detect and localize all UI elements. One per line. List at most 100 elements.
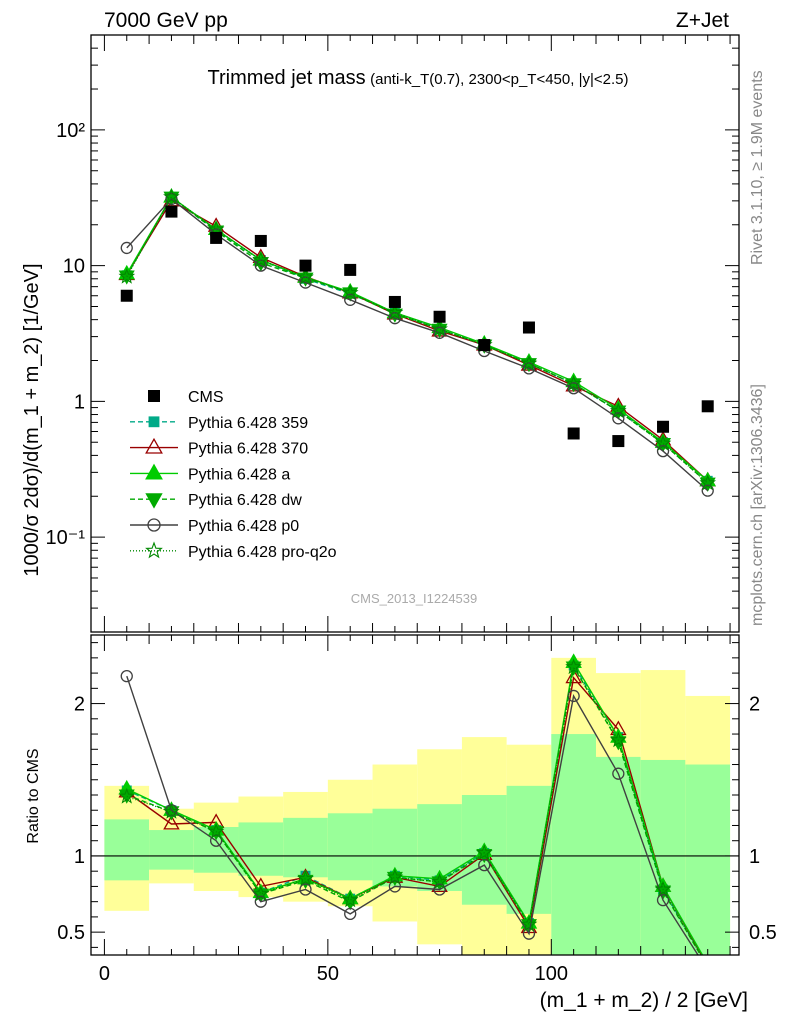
mc-point-4 [567, 382, 580, 395]
cms-data-point [299, 259, 312, 272]
mc-point-4 [522, 362, 536, 375]
cms-data-point [701, 400, 714, 413]
legend-marker-6 [145, 541, 163, 559]
ratio-ytick-label: 0.5 [57, 922, 85, 944]
ratio-line-3 [126, 665, 702, 955]
watermark: CMS_2013_I1224539 [351, 591, 478, 606]
mc-point-4 [433, 326, 446, 339]
mc-point-4 [120, 241, 133, 255]
main-ytick-label: 10⁻¹ [46, 527, 86, 549]
legend-label-4: Pythia 6.428 dw [188, 492, 302, 509]
legend-marker-3 [145, 463, 163, 480]
x-tick-label: 50 [317, 963, 339, 985]
ratio-panel: 0 50 100 0.5 0.5 1 1 2 2 [57, 634, 777, 985]
main-title-text: Trimmed jet mass [208, 67, 366, 89]
main-ytick-label: 1 [74, 391, 85, 413]
mcplots-label-group: mcplots.cern.ch [arXiv:1306.3436] [749, 384, 766, 626]
mc-point-4 [299, 276, 312, 289]
cms-data-point [254, 234, 267, 247]
mc-point-5 [386, 304, 404, 320]
legend-label-2: Pythia 6.428 370 [188, 441, 308, 458]
mc-point-5 [654, 434, 672, 451]
ratio-point-4 [433, 883, 446, 896]
mc-point-5 [699, 474, 717, 491]
ratio-ylabel-group: Ratio to CMS [25, 748, 42, 843]
x-tick-label: 0 [99, 963, 110, 985]
ratio-point-5 [207, 822, 225, 839]
legend: CMS Pythia 6.428 359 Pythia 6.428 370 Pythi… [130, 389, 337, 561]
ratio-line-2 [126, 660, 704, 955]
ratio-point-5 [520, 915, 538, 932]
ratio-point-5 [341, 891, 359, 908]
mc-point-5 [520, 354, 538, 371]
mc-point-5 [297, 268, 314, 285]
rivet-label-group: Rivet 3.1.10, ≥ 1.9M events [749, 70, 766, 265]
mc-point-5 [609, 402, 627, 418]
mc-line-3 [126, 196, 709, 484]
ratio-line-4 [126, 675, 699, 955]
ratio-point-5 [654, 880, 672, 897]
main-ylabel: 1000/σ 2dσ)/d(m_1 + m_2) [1/GeV] [21, 263, 43, 576]
cms-data-point [567, 427, 580, 440]
legend-marker-4 [145, 493, 163, 509]
ratio-point-4 [254, 895, 267, 908]
mc-line-4 [126, 197, 709, 492]
legend-label-0: CMS [188, 389, 224, 406]
cms-data-point [344, 263, 357, 276]
uncertainty-band-green [685, 764, 731, 955]
ratio-ytick-label: 2 [74, 694, 85, 716]
cms-data-point [433, 310, 446, 323]
cms-data-point [210, 231, 223, 244]
cms-data-point [612, 435, 625, 448]
uncertainty-band-green [551, 734, 596, 955]
ratio-ytick-label: 1 [74, 846, 85, 868]
ratio-point-4 [299, 883, 312, 896]
ratio-point-4 [120, 669, 133, 683]
main-title: Trimmed jet mass (anti-k_T(0.7), 2300<p_… [208, 67, 629, 89]
main-ytick-label: 10² [56, 120, 85, 142]
main-ylabel-group: 1000/σ 2dσ)/d(m_1 + m_2) [1/GeV] [21, 263, 43, 576]
cms-data-point [522, 321, 535, 334]
ratio-line-1 [126, 676, 703, 955]
legend-marker-5 [147, 518, 161, 532]
main-title-sub: (anti-k_T(0.7), 2300<p_T<450, |y|<2.5) [370, 71, 628, 88]
ratio-point-5 [386, 868, 404, 885]
cms-data-point [388, 295, 401, 308]
cms-data-point [120, 289, 133, 302]
uncertainty-band-green [104, 819, 150, 881]
process-label: Z+Jet [676, 9, 729, 32]
mc-point-4 [165, 192, 178, 206]
energy-label: 7000 GeV pp [104, 9, 228, 32]
ratio-point-5 [118, 787, 136, 804]
cms-data-point [657, 420, 670, 433]
ratio-series-group [118, 653, 704, 955]
mcplots-label: mcplots.cern.ch [arXiv:1306.3436] [749, 384, 766, 626]
legend-marker-cms [148, 390, 160, 402]
mc-point-5 [118, 267, 136, 284]
mc-point-5 [341, 284, 359, 301]
mc-point-5 [163, 188, 180, 205]
mc-point-3 [655, 437, 672, 453]
main-panel: 10⁻¹ 1 10 10² [46, 34, 740, 633]
ratio-point-5 [431, 873, 448, 889]
x-axis-label: (m_1 + m_2) / 2 [GeV] [540, 989, 748, 1012]
mc-point-4 [344, 293, 357, 306]
mc-point-5 [431, 320, 448, 337]
uncertainty-band-green [327, 813, 373, 881]
uncertainty-band-green [283, 817, 328, 878]
mc-point-4 [701, 484, 714, 497]
x-tick-label: 100 [535, 963, 568, 985]
mc-point-5 [565, 374, 582, 391]
mc-point-4 [656, 444, 670, 458]
ratio-point-1 [565, 668, 582, 684]
legend-marker-2 [145, 437, 163, 454]
main-ytick-label: 10 [63, 256, 85, 278]
mc-point-4 [254, 259, 267, 272]
mc-point-4 [612, 412, 625, 425]
ratio-point-3 [252, 888, 269, 903]
ratio-point-5 [475, 844, 493, 860]
legend-label-3: Pythia 6.428 a [188, 466, 290, 483]
ratio-point-4 [612, 767, 625, 780]
ratio-point-5 [297, 870, 314, 886]
